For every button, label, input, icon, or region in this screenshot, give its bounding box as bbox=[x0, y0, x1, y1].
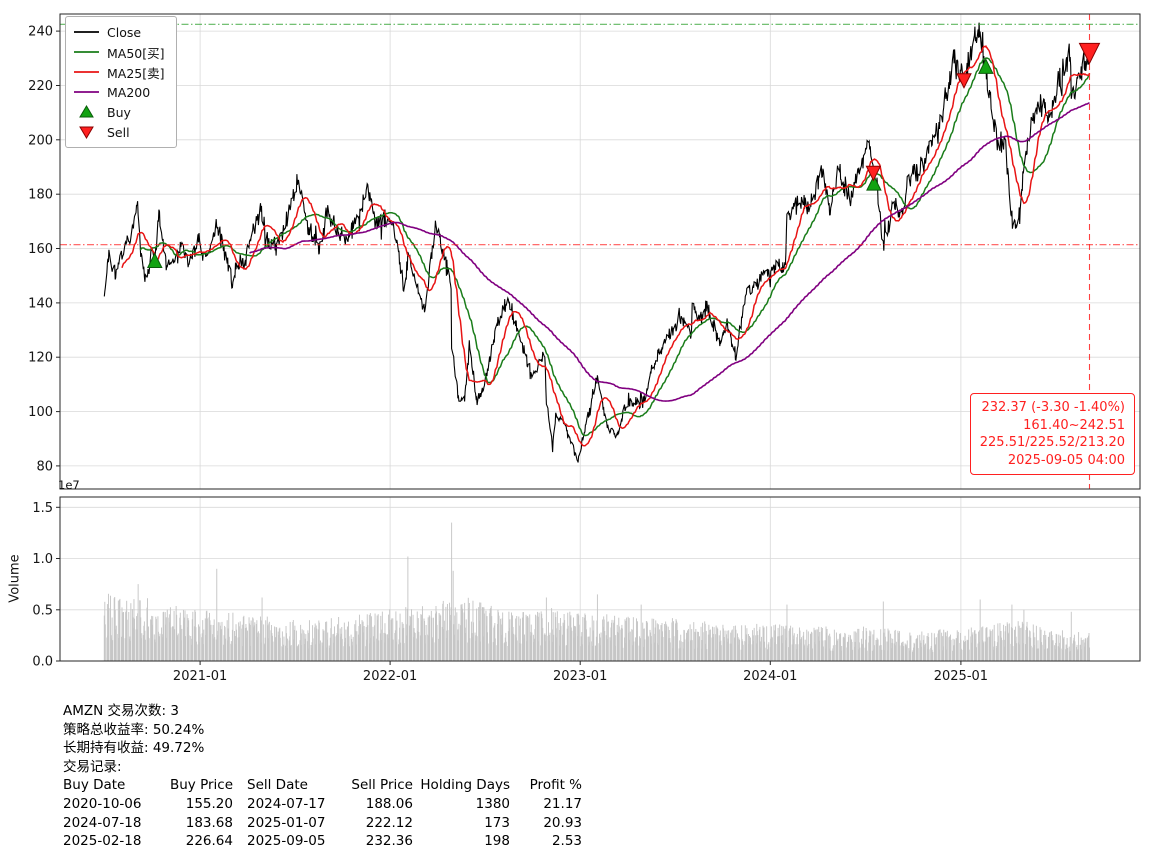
trade-table: Buy Date Buy Price Sell Date Sell Price Hold… bbox=[63, 776, 582, 850]
legend-line-sample bbox=[74, 31, 99, 33]
legend-line-sample bbox=[74, 71, 99, 73]
trade-table-row: 2024-07-18 183.68 2025-01-07 222.12 173 20.93 bbox=[63, 814, 582, 833]
volume-axis-label: Volume bbox=[7, 554, 23, 603]
svg-text:1.5: 1.5 bbox=[32, 501, 53, 516]
trade-table-row: 2025-02-18 226.64 2025-09-05 232.36 198 2.53 bbox=[63, 832, 582, 851]
svg-text:0.5: 0.5 bbox=[32, 603, 53, 618]
trade-table-header-cell: Buy Date bbox=[63, 777, 126, 794]
trade-table-cell: 188.06 bbox=[365, 795, 413, 812]
svg-text:100: 100 bbox=[28, 405, 53, 420]
summary-hold-return: 长期持有收益: 49.72% bbox=[63, 740, 205, 757]
annotation-last-price: 232.37 (-3.30 -1.40%) bbox=[981, 400, 1125, 415]
trade-table-header-cell: Profit % bbox=[529, 777, 582, 794]
trade-table-cell: 232.36 bbox=[365, 833, 413, 850]
xtick-labels: 2021-01 2022-01 2023-01 2024-01 2025-01 bbox=[173, 669, 988, 684]
annotation-ma-values: 225.51/225.52/213.20 bbox=[979, 435, 1125, 450]
svg-text:0.0: 0.0 bbox=[32, 655, 53, 670]
legend: Close MA50[买] MA25[卖] MA200 Buy Sell bbox=[65, 16, 177, 148]
svg-text:160: 160 bbox=[28, 242, 53, 257]
legend-label: MA200 bbox=[107, 84, 151, 100]
axes-frame bbox=[59, 13, 1141, 662]
close-price-line bbox=[103, 22, 1091, 463]
legend-line-sample bbox=[74, 51, 99, 53]
trade-table-cell: 1380 bbox=[475, 795, 510, 812]
trade-table-cell: 222.12 bbox=[365, 814, 413, 831]
sell-markers bbox=[865, 42, 1101, 182]
volume-bars bbox=[103, 522, 1090, 662]
legend-item-sell: Sell bbox=[73, 122, 165, 142]
price-volume-chart: 80 100 120 140 160 180 200 220 240 0.0 0.5 1.0 1.5 20… bbox=[28, 13, 1141, 684]
volume-scale-label: 1e7 bbox=[58, 478, 80, 492]
summary-records-label: 交易记录: bbox=[63, 758, 122, 775]
ma-line-50 bbox=[139, 57, 1091, 437]
price-ytick-labels: 80 100 120 140 160 180 200 220 240 bbox=[28, 25, 53, 475]
legend-item-ma50: MA50[买] bbox=[73, 42, 165, 62]
grid-lines bbox=[60, 14, 1140, 662]
trade-table-cell: 2025-01-07 bbox=[247, 814, 326, 831]
svg-text:2025-01: 2025-01 bbox=[934, 669, 988, 684]
legend-label: Sell bbox=[107, 124, 130, 140]
volume-ytick-labels: 0.0 0.5 1.0 1.5 bbox=[32, 501, 53, 670]
ma-line-25 bbox=[121, 44, 1091, 447]
svg-text:200: 200 bbox=[28, 133, 53, 148]
strategy-summary: AMZN 交易次数: 3 策略总收益率: 50.24% 长期持有收益: 49.7… bbox=[63, 702, 582, 851]
legend-label: Buy bbox=[107, 104, 131, 120]
trade-table-header-cell: Buy Price bbox=[169, 777, 233, 794]
legend-item-ma200: MA200 bbox=[73, 82, 165, 102]
trade-table-cell: 2025-09-05 bbox=[247, 833, 326, 850]
trade-table-header-cell: Sell Price bbox=[351, 777, 413, 794]
summary-trade-count: AMZN 交易次数: 3 bbox=[63, 703, 179, 719]
trade-table-cell: 21.17 bbox=[543, 795, 582, 812]
legend-item-buy: Buy bbox=[73, 102, 165, 122]
trade-table-cell: 2024-07-17 bbox=[247, 795, 326, 812]
ma-line-200 bbox=[249, 102, 1090, 402]
buy-marker-icon bbox=[79, 105, 94, 118]
legend-item-ma25: MA25[卖] bbox=[73, 62, 165, 82]
annotation-datetime: 2025-09-05 04:00 bbox=[1007, 452, 1125, 468]
trade-table-header-cell: Sell Date bbox=[247, 777, 308, 794]
svg-text:2024-01: 2024-01 bbox=[743, 669, 797, 684]
svg-text:2021-01: 2021-01 bbox=[173, 669, 227, 684]
trade-table-row: 2020-10-06 155.20 2024-07-17 188.06 1380 21.1… bbox=[63, 795, 582, 814]
annotation-range: 161.40~242.51 bbox=[1023, 417, 1125, 433]
buy-markers bbox=[146, 58, 994, 269]
svg-text:180: 180 bbox=[28, 188, 53, 203]
svg-text:220: 220 bbox=[28, 79, 53, 94]
trade-table-cell: 226.64 bbox=[185, 833, 233, 850]
svg-text:120: 120 bbox=[28, 351, 53, 366]
svg-text:140: 140 bbox=[28, 296, 53, 311]
trade-table-cell: 2.53 bbox=[551, 833, 582, 850]
trade-table-cell: 198 bbox=[484, 833, 510, 850]
trade-table-cell: 2025-02-18 bbox=[63, 833, 142, 850]
svg-text:1.0: 1.0 bbox=[32, 552, 53, 567]
axis-ticks bbox=[56, 30, 962, 665]
trade-table-header-cell: Holding Days bbox=[420, 777, 510, 794]
trade-table-cell: 173 bbox=[484, 814, 510, 831]
svg-text:2022-01: 2022-01 bbox=[363, 669, 417, 684]
svg-text:2023-01: 2023-01 bbox=[553, 669, 607, 684]
trade-table-cell: 2020-10-06 bbox=[63, 795, 142, 812]
legend-item-close: Close bbox=[73, 22, 165, 42]
trade-table-header: Buy Date Buy Price Sell Date Sell Price Hold… bbox=[63, 776, 582, 795]
summary-strategy-return: 策略总收益率: 50.24% bbox=[63, 721, 205, 738]
sell-marker-icon bbox=[79, 126, 94, 139]
legend-label: MA50[买] bbox=[107, 45, 165, 61]
legend-label: MA25[卖] bbox=[107, 65, 165, 81]
legend-label: Close bbox=[107, 24, 142, 40]
price-annotation: 232.37 (-3.30 -1.40%) 161.40~242.51 225.… bbox=[969, 393, 1135, 475]
svg-text:80: 80 bbox=[36, 459, 53, 474]
svg-text:240: 240 bbox=[28, 25, 53, 40]
legend-line-sample bbox=[74, 91, 99, 93]
trade-table-cell: 20.93 bbox=[543, 814, 582, 831]
trade-table-cell: 183.68 bbox=[185, 814, 233, 831]
trade-table-cell: 2024-07-18 bbox=[63, 814, 142, 831]
trade-table-cell: 155.20 bbox=[185, 795, 233, 812]
